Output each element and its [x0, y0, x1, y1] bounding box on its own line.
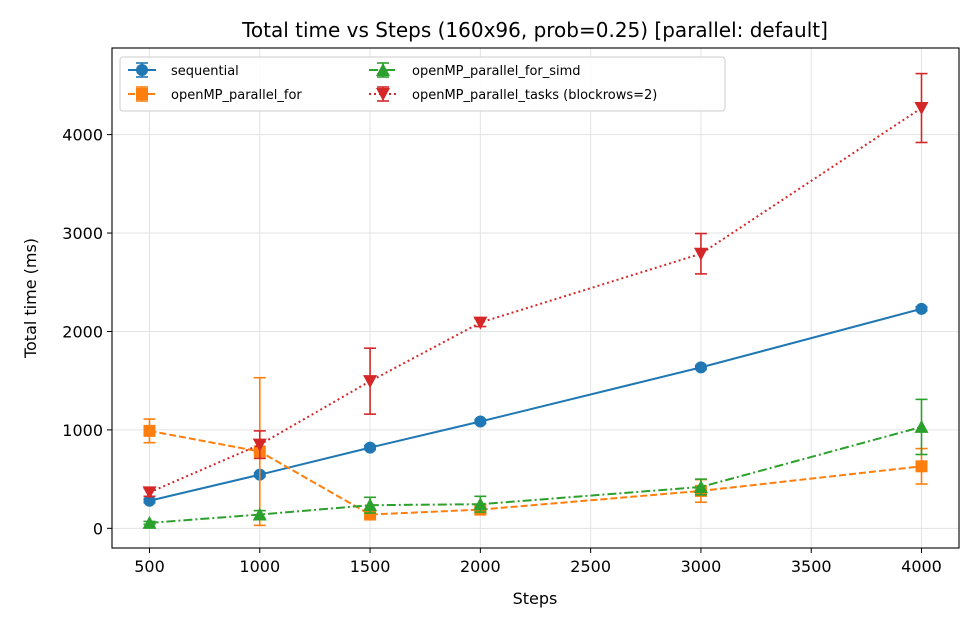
ticks: 500 1000 1500 2000 2500 3000 3500 4000 0 1000 2000…	[62, 126, 942, 576]
x-tick-label: 1500	[350, 557, 391, 576]
data-point	[693, 247, 708, 261]
series-layer	[142, 72, 929, 529]
data-point	[143, 494, 156, 507]
x-tick-label: 1000	[239, 557, 280, 576]
series-2	[142, 398, 929, 529]
series-line	[149, 425, 922, 524]
series-line	[149, 429, 922, 516]
series-0	[143, 302, 928, 507]
plot-area	[112, 48, 959, 548]
y-tick-label: 3000	[62, 224, 103, 243]
y-tick-label: 1000	[62, 421, 103, 440]
plot-border	[111, 47, 960, 549]
y-axis-label: Total time (ms)	[21, 238, 40, 359]
data-point	[143, 424, 156, 437]
data-point	[363, 498, 378, 512]
series-line	[149, 307, 922, 502]
series-3	[142, 72, 929, 500]
x-axis-label: Steps	[513, 589, 558, 608]
legend: sequential openMP_parallel_for openMP_para…	[119, 56, 726, 112]
legend-label: openMP_parallel_for_simd	[412, 64, 581, 79]
data-point	[363, 375, 378, 389]
data-point	[473, 316, 488, 330]
legend-item-1: openMP_parallel_for	[128, 86, 302, 103]
data-point	[364, 441, 377, 454]
legend-marker	[136, 88, 148, 100]
data-point	[142, 515, 157, 529]
legend-label: sequential	[171, 64, 239, 79]
legend-label: openMP_parallel_for	[171, 88, 302, 103]
x-tick-label: 3500	[791, 557, 832, 576]
legend-marker	[376, 63, 390, 76]
legend-item-0: sequential	[128, 62, 239, 79]
data-point	[473, 497, 488, 511]
x-tick-label: 3000	[681, 557, 722, 576]
data-point	[915, 460, 928, 473]
x-tick-label: 500	[134, 557, 165, 576]
data-point	[142, 486, 157, 500]
chart-title: Total time vs Steps (160x96, prob=0.25) …	[241, 18, 828, 42]
y-tick-label: 4000	[62, 126, 103, 145]
data-point	[252, 507, 267, 521]
x-tick-label: 2500	[570, 557, 611, 576]
data-point	[252, 438, 267, 452]
data-point	[915, 302, 928, 315]
legend-marker	[136, 64, 148, 76]
x-tick-label: 4000	[901, 557, 942, 576]
legend-item-3: openMP_parallel_tasks (blockrows=2)	[369, 86, 657, 103]
legend-item-2: openMP_parallel_for_simd	[369, 62, 581, 79]
series-line	[149, 107, 923, 494]
legend-marker	[376, 88, 390, 101]
data-point	[694, 361, 707, 374]
y-tick-label: 2000	[62, 322, 103, 341]
data-point	[693, 479, 708, 493]
legend-label: openMP_parallel_tasks (blockrows=2)	[412, 88, 657, 103]
y-tick-label: 0	[93, 519, 103, 538]
legend-box	[119, 56, 726, 112]
grid	[112, 48, 959, 548]
data-point	[914, 419, 929, 433]
data-point	[914, 102, 929, 116]
x-tick-label: 2000	[460, 557, 501, 576]
data-point	[364, 508, 377, 521]
data-point	[474, 415, 487, 428]
